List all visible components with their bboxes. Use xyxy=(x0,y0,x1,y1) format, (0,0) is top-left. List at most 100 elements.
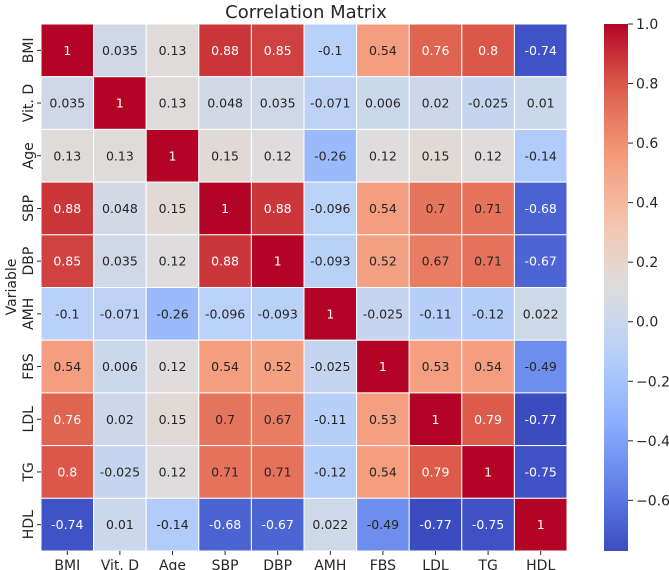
cell-value-label: 1 xyxy=(326,306,334,321)
x-tick-label: Vit. D xyxy=(101,558,139,570)
cell-value-label: -0.68 xyxy=(525,201,557,216)
cell-value-label: 0.13 xyxy=(159,43,187,58)
cell-value-label: -0.49 xyxy=(367,517,399,532)
y-axis-ticks: BMI Vit. D Age SBP DBP AMH FBS LDL TG HDL xyxy=(21,37,41,539)
heatmap-cell xyxy=(198,445,252,499)
cell-value-label: 1 xyxy=(537,517,545,532)
cell-value-label: 0.85 xyxy=(264,43,292,58)
heatmap-cell xyxy=(40,23,95,78)
cell-value-label: 0.8 xyxy=(478,43,498,58)
heatmap-cell xyxy=(198,339,252,394)
heatmap-cell xyxy=(461,181,515,236)
cell-value-label: 1 xyxy=(116,96,124,111)
colorbar-tick-label: 0.4 xyxy=(636,196,658,212)
cell-value-label: 0.71 xyxy=(264,464,292,479)
y-tick-label: Age xyxy=(21,142,37,169)
heatmap-cell xyxy=(356,339,410,394)
heatmap-cell xyxy=(303,181,358,236)
colorbar-tick-label: −0.2 xyxy=(636,374,669,390)
cell-value-label: 0.52 xyxy=(369,254,397,269)
cell-value-label: 0.54 xyxy=(474,359,502,374)
cell-value-label: -0.025 xyxy=(310,359,350,374)
heatmap-cell xyxy=(93,392,147,447)
cell-value-label: -0.093 xyxy=(310,254,350,269)
cell-value-label: 0.01 xyxy=(527,96,555,111)
cell-value-label: 0.006 xyxy=(102,359,138,374)
cell-value-label: 0.67 xyxy=(264,412,292,427)
colorbar-tick-label: 0.6 xyxy=(636,136,658,152)
heatmap-cell xyxy=(198,287,252,341)
heatmap-cell xyxy=(250,128,305,183)
colorbar xyxy=(604,24,628,551)
heatmap-cell xyxy=(93,23,147,78)
cell-value-label: 0.8 xyxy=(57,464,77,479)
y-axis-title: Variable xyxy=(4,259,20,316)
heatmap-cell xyxy=(303,76,358,130)
cell-value-label: 0.15 xyxy=(211,148,239,163)
heatmap-cell xyxy=(513,23,568,78)
y-tick-label: TG xyxy=(21,462,37,482)
x-axis-ticks: BMI Vit. D Age SBP DBP AMH FBS LDL TG HDL xyxy=(54,551,555,570)
heatmap-cell xyxy=(145,128,200,183)
heatmap-cell xyxy=(40,181,95,236)
cell-value-label: 0.12 xyxy=(159,359,187,374)
cell-value-label: 0.71 xyxy=(211,464,239,479)
cell-value-label: 0.53 xyxy=(369,412,397,427)
heatmap-cell xyxy=(408,234,463,289)
heatmap-cell xyxy=(408,76,463,130)
cell-value-label: -0.071 xyxy=(100,306,140,321)
cell-value-label: 0.7 xyxy=(426,201,446,216)
heatmap-cell xyxy=(461,445,515,499)
cell-value-label: -0.12 xyxy=(314,464,346,479)
cell-value-label: 0.54 xyxy=(211,359,239,374)
cell-value-label: -0.11 xyxy=(419,306,451,321)
cell-value-label: 0.52 xyxy=(264,359,292,374)
y-tick-label: AMH xyxy=(21,298,37,330)
heatmap-cell xyxy=(93,234,147,289)
cell-value-label: 0.12 xyxy=(159,254,187,269)
heatmap-cell xyxy=(408,392,463,447)
cell-value-label: 0.15 xyxy=(422,148,450,163)
cell-value-label: 0.13 xyxy=(53,148,81,163)
heatmap-cell xyxy=(513,392,568,447)
heatmap-cell xyxy=(461,287,515,341)
colorbar-tick-label: 0.8 xyxy=(636,77,658,93)
heatmap-cell-labels: 1 0.035 0.13 0.88 0.85 -0.1 0.54 0.76 0.8 -0.74 0.… xyxy=(49,43,558,532)
y-tick-label: SBP xyxy=(21,195,37,222)
heatmap-cell xyxy=(513,497,568,552)
cell-value-label: 0.79 xyxy=(422,464,450,479)
cell-value-label: 0.035 xyxy=(102,254,138,269)
heatmap-cell xyxy=(40,339,95,394)
x-tick-label: LDL xyxy=(422,558,449,570)
cell-value-label: -0.26 xyxy=(156,306,188,321)
cell-value-label: 0.02 xyxy=(422,96,450,111)
cell-value-label: 1 xyxy=(432,412,440,427)
cell-value-label: 0.88 xyxy=(211,43,239,58)
colorbar-ticks: 1.0 0.8 0.6 0.4 0.2 0.0 −0.2 −0.4 −0.6 xyxy=(628,17,669,509)
heatmap-cell xyxy=(356,497,410,552)
x-tick-label: BMI xyxy=(54,558,80,570)
cell-value-label: -0.67 xyxy=(262,517,294,532)
x-tick-label: FBS xyxy=(370,558,396,570)
heatmap-cell xyxy=(408,445,463,499)
cell-value-label: -0.75 xyxy=(525,464,557,479)
cell-value-label: 0.88 xyxy=(53,201,81,216)
y-tick-label: LDL xyxy=(21,406,37,433)
cell-value-label: 0.71 xyxy=(474,254,502,269)
cell-value-label: 0.12 xyxy=(159,464,187,479)
x-tick-label: SBP xyxy=(212,558,239,570)
heatmap-cell xyxy=(198,392,252,447)
cell-value-label: 0.76 xyxy=(53,412,81,427)
cell-value-label: 0.035 xyxy=(102,43,138,58)
cell-value-label: 0.022 xyxy=(312,517,348,532)
cell-value-label: 0.02 xyxy=(106,412,134,427)
cell-value-label: 1 xyxy=(274,254,282,269)
heatmap-cell xyxy=(303,392,358,447)
heatmap-cell xyxy=(145,234,200,289)
cell-value-label: -0.025 xyxy=(100,464,140,479)
cell-value-label: -0.74 xyxy=(51,517,83,532)
cell-value-label: 1 xyxy=(63,43,71,58)
chart-title: Correlation Matrix xyxy=(225,2,387,23)
heatmap-cell xyxy=(303,287,358,341)
heatmap-cell xyxy=(461,128,515,183)
